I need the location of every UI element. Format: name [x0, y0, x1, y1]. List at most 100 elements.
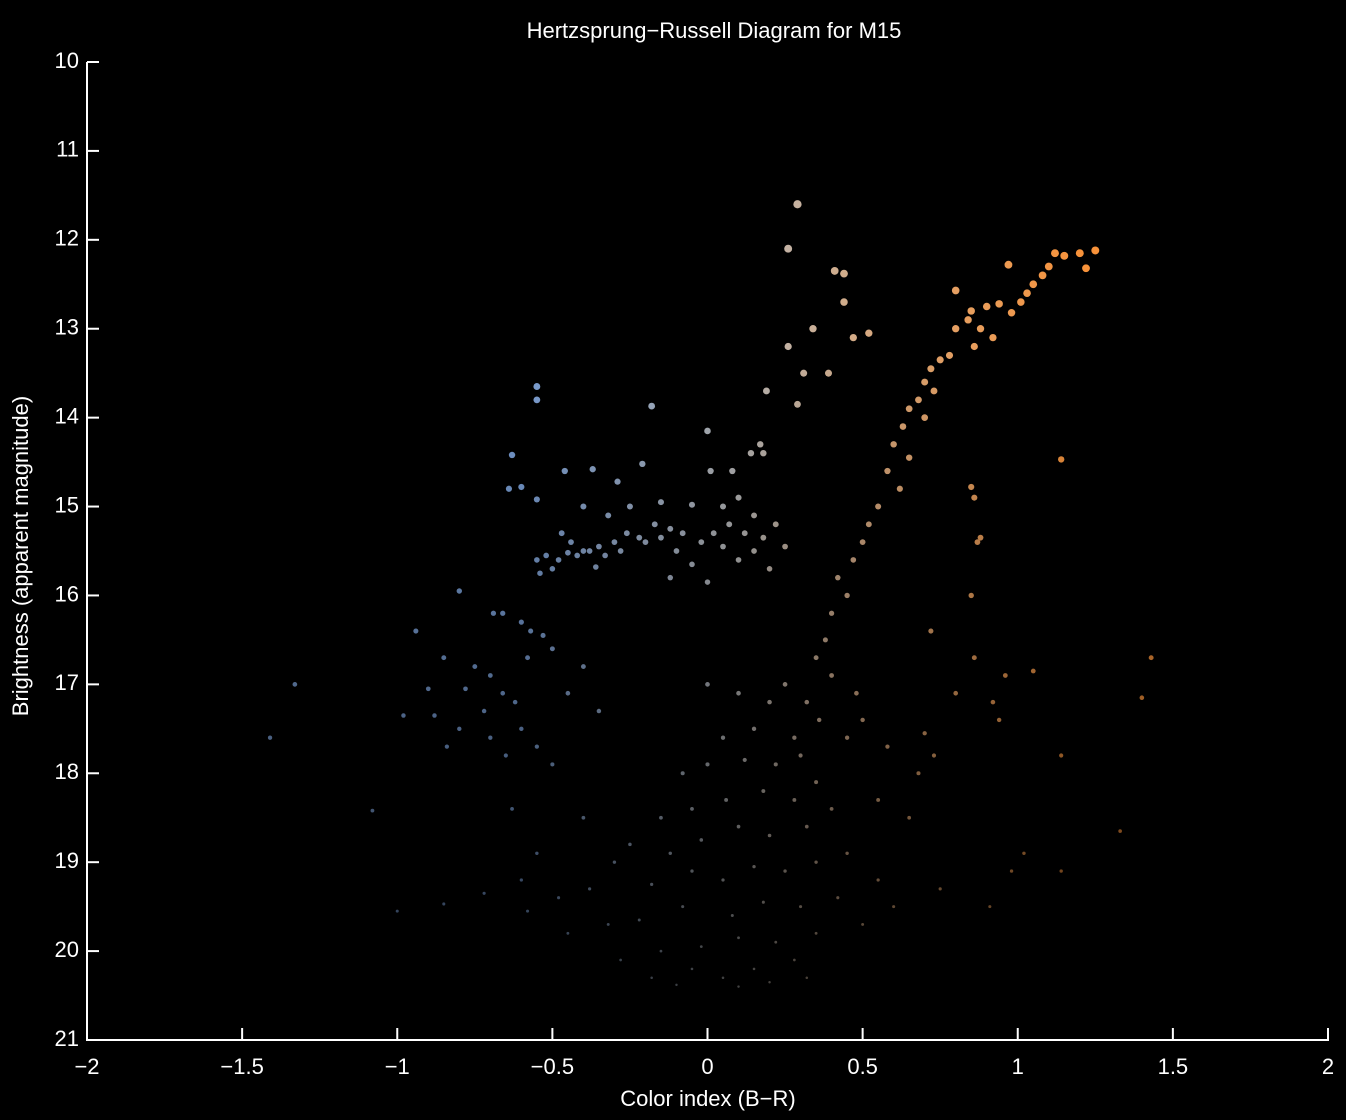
- star-point: [658, 534, 664, 541]
- star-point: [639, 460, 646, 468]
- star-point: [568, 539, 574, 545]
- star-point: [549, 646, 555, 652]
- star-point: [730, 914, 734, 918]
- star-point: [518, 483, 525, 491]
- star-point: [930, 387, 938, 395]
- star-point: [659, 949, 663, 953]
- star-point: [432, 713, 437, 718]
- star-point: [968, 483, 975, 491]
- star-point: [503, 753, 508, 758]
- star-point: [809, 325, 817, 333]
- star-point: [500, 610, 506, 616]
- star-point: [614, 478, 621, 485]
- star-point: [561, 467, 568, 475]
- star-point: [964, 316, 972, 324]
- star-point: [967, 307, 975, 315]
- star-point: [636, 534, 643, 541]
- star-point: [1057, 456, 1065, 463]
- star-point: [580, 548, 587, 554]
- x-tick-label: 0.5: [847, 1054, 878, 1079]
- star-point: [760, 449, 767, 457]
- star-point: [982, 302, 991, 311]
- star-point: [931, 753, 937, 758]
- star-point: [1075, 249, 1084, 258]
- star-point: [463, 686, 468, 692]
- y-tick-label: 13: [55, 315, 79, 340]
- star-point: [794, 400, 801, 408]
- star-point: [892, 905, 896, 909]
- star-point: [401, 713, 406, 718]
- star-point: [792, 735, 797, 740]
- star-point: [698, 539, 705, 545]
- star-point: [921, 414, 929, 421]
- star-point: [767, 699, 772, 705]
- star-point: [907, 815, 912, 820]
- star-point: [814, 860, 818, 864]
- star-point: [736, 824, 741, 829]
- y-tick-label: 14: [55, 403, 79, 428]
- star-point: [861, 922, 865, 926]
- star-point: [988, 905, 992, 909]
- star-point: [751, 726, 757, 732]
- star-point: [938, 887, 942, 891]
- star-point: [490, 610, 497, 616]
- star-point: [720, 543, 726, 550]
- star-point: [824, 369, 833, 377]
- star-point: [650, 976, 653, 980]
- star-point: [860, 717, 865, 723]
- star-point: [735, 557, 742, 563]
- star-point: [835, 574, 841, 581]
- star-point: [472, 664, 478, 670]
- star-point: [741, 530, 748, 537]
- x-tick-label: 1: [1012, 1054, 1024, 1079]
- star-point: [558, 530, 565, 537]
- star-point: [710, 530, 717, 537]
- star-point: [581, 815, 586, 820]
- star-point: [905, 454, 913, 461]
- star-point: [586, 548, 593, 554]
- star-point: [859, 539, 866, 545]
- star-point: [772, 521, 779, 528]
- star-point: [456, 588, 463, 594]
- star-point: [814, 931, 818, 935]
- star-point: [928, 628, 934, 634]
- star-point: [593, 564, 599, 570]
- star-point: [760, 534, 767, 541]
- y-tick-label: 21: [55, 1026, 79, 1051]
- star-point: [936, 356, 944, 364]
- star-point: [1017, 298, 1025, 306]
- star-point: [555, 557, 562, 563]
- star-point: [519, 878, 523, 882]
- star-point: [804, 824, 809, 829]
- star-point: [845, 851, 849, 856]
- star-point: [1051, 249, 1059, 258]
- star-point: [793, 958, 796, 962]
- star-point: [953, 690, 959, 696]
- x-tick-label: 1.5: [1158, 1054, 1189, 1079]
- star-point: [768, 980, 771, 984]
- star-point: [952, 325, 960, 333]
- star-point: [519, 726, 524, 732]
- star-point: [533, 396, 541, 404]
- x-tick-label: 0: [701, 1054, 713, 1079]
- star-point: [1023, 289, 1031, 297]
- x-tick-label: 2: [1322, 1054, 1334, 1079]
- star-point: [800, 369, 808, 377]
- star-point: [916, 771, 921, 776]
- star-point: [699, 945, 703, 949]
- star-point: [804, 699, 810, 705]
- star-point: [865, 521, 872, 528]
- star-point: [526, 909, 530, 913]
- star-point: [876, 878, 880, 882]
- star-point: [596, 708, 602, 714]
- x-tick-label: −1: [385, 1054, 410, 1079]
- star-point: [840, 298, 848, 306]
- star-point: [1148, 655, 1154, 661]
- star-point: [481, 708, 487, 714]
- star-point: [549, 565, 556, 572]
- star-point: [989, 333, 997, 342]
- star-point: [822, 637, 828, 643]
- star-point: [557, 896, 561, 900]
- star-point: [850, 557, 857, 563]
- y-tick-label: 18: [55, 759, 79, 784]
